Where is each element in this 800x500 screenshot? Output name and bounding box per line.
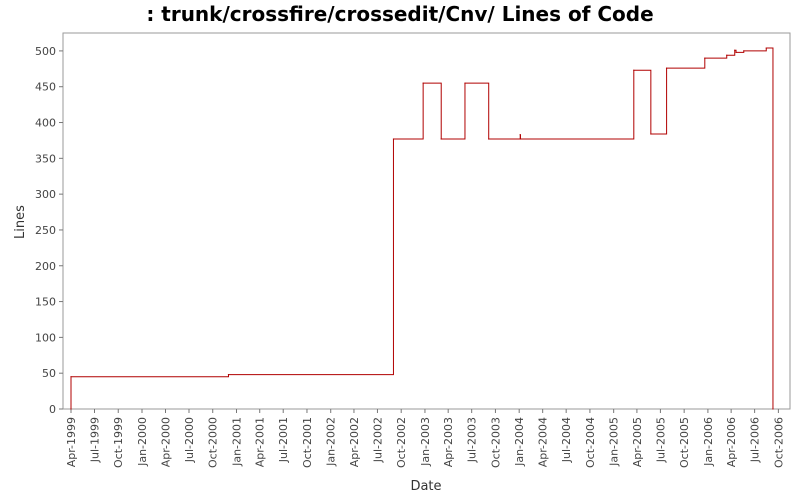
y-tick-label: 450 — [35, 81, 56, 94]
x-tick-label: Apr-2001 — [254, 417, 267, 467]
data-point — [726, 54, 728, 56]
x-axis: Apr-1999 Jul-1999 Oct-1999 Jan-2000 Apr-2000… — [65, 409, 785, 468]
x-tick-label: Jan-2005 — [608, 417, 621, 467]
data-point — [765, 47, 767, 49]
data-point — [519, 138, 522, 140]
x-tick-label: Oct-2005 — [678, 417, 691, 468]
data-point — [422, 82, 424, 84]
x-axis-label: Date — [410, 479, 441, 494]
y-tick-label: 0 — [49, 403, 56, 416]
data-point — [665, 67, 668, 69]
x-tick-label: Apr-2002 — [348, 417, 361, 467]
data-point — [650, 133, 652, 135]
x-tick-label: Jul-2003 — [466, 417, 479, 463]
x-tick-label: Apr-2005 — [631, 417, 644, 467]
x-tick-label: Jul-2005 — [654, 417, 667, 463]
x-tick-label: Apr-2006 — [725, 417, 738, 467]
x-tick-label: Jan-2004 — [513, 417, 526, 467]
data-point — [227, 374, 230, 376]
x-tick-label: Apr-2004 — [537, 417, 550, 467]
chart-title: : trunk/crossfire/crossedit/Cnv/ Lines o… — [146, 2, 654, 26]
data-point — [633, 69, 635, 71]
y-tick-label: 350 — [35, 152, 56, 165]
data-point — [734, 49, 736, 51]
x-tick-label: Jan-2001 — [230, 417, 243, 467]
y-axis: 0 50 100 150 200 250 300 350 400 450 500 — [35, 45, 63, 416]
data-point — [392, 138, 395, 140]
series-layer — [70, 47, 774, 410]
x-tick-label: Jul-2001 — [277, 417, 290, 463]
data-point — [488, 138, 490, 140]
x-tick-label: Jan-2006 — [702, 417, 715, 467]
x-tick-label: Jul-2006 — [749, 417, 762, 463]
y-tick-label: 250 — [35, 224, 56, 237]
x-tick-label: Oct-2003 — [489, 417, 502, 468]
data-point — [704, 57, 706, 59]
y-tick-label: 300 — [35, 188, 56, 201]
x-tick-label: Oct-2001 — [301, 417, 314, 468]
x-tick-label: Apr-2003 — [442, 417, 455, 467]
x-tick-label: Jan-2003 — [419, 417, 432, 467]
x-tick-label: Jul-2000 — [183, 417, 196, 463]
x-tick-label: Jan-2002 — [325, 417, 338, 467]
x-tick-label: Apr-2000 — [159, 417, 172, 467]
data-point — [772, 408, 774, 410]
data-point — [464, 82, 466, 84]
x-tick-label: Oct-2000 — [207, 417, 220, 468]
x-tick-label: Jul-1999 — [88, 417, 101, 463]
data-point — [70, 376, 72, 378]
y-tick-label: 100 — [35, 331, 56, 344]
y-tick-label: 150 — [35, 296, 56, 309]
data-point — [519, 134, 521, 136]
y-tick-label: 500 — [35, 45, 56, 58]
data-point — [70, 408, 72, 410]
y-axis-label: Lines — [13, 205, 28, 239]
x-tick-label: Oct-2002 — [395, 417, 408, 468]
y-tick-label: 50 — [42, 367, 56, 380]
data-point — [440, 138, 442, 140]
x-tick-label: Jan-2000 — [136, 417, 149, 467]
data-point — [743, 50, 745, 52]
data-point — [735, 51, 737, 53]
x-tick-label: Jul-2002 — [371, 417, 384, 463]
x-tick-label: Oct-2006 — [772, 417, 785, 468]
plot-area — [62, 32, 791, 410]
x-tick-label: Apr-1999 — [65, 417, 78, 467]
x-tick-label: Oct-1999 — [112, 417, 125, 468]
y-tick-label: 200 — [35, 260, 56, 273]
x-tick-label: Oct-2004 — [584, 417, 597, 468]
y-tick-label: 400 — [35, 117, 56, 130]
x-tick-label: Jul-2004 — [560, 417, 573, 463]
